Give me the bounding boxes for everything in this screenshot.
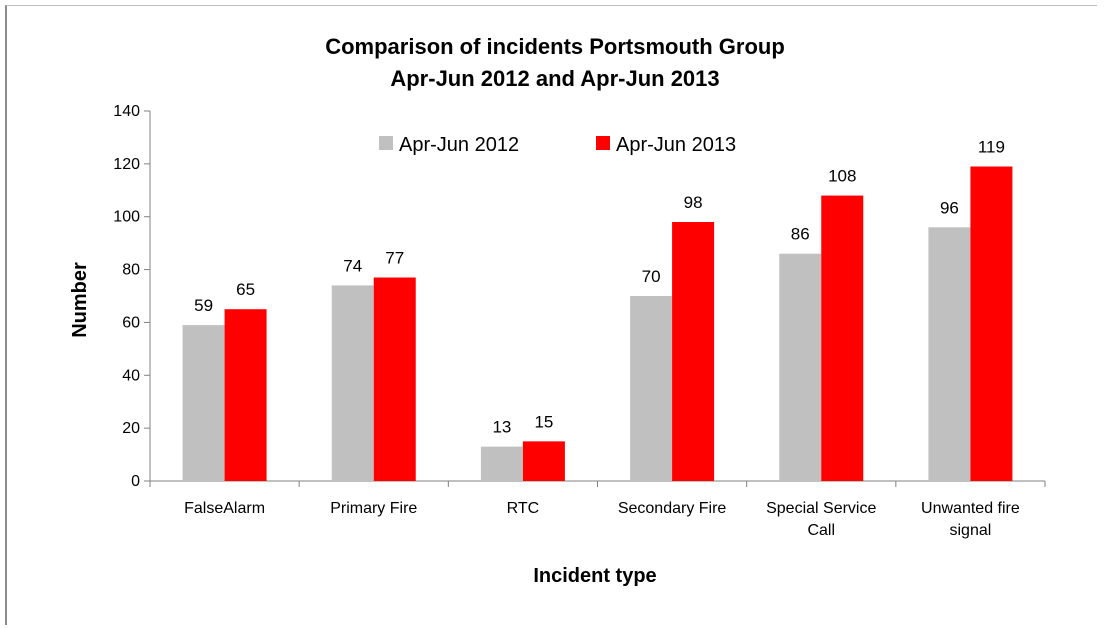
y-tick-label: 80 [122,262,140,279]
chart-frame [5,5,1097,625]
legend-label: Apr-Jun 2012 [399,134,519,156]
legend-swatch [596,136,610,150]
x-category-label: Call [807,522,835,539]
data-label: 13 [492,418,511,437]
y-tick-label: 40 [122,367,140,384]
data-label: 96 [940,198,959,217]
x-category-label: FalseAlarm [184,500,265,517]
y-tick-label: 100 [113,209,140,226]
bar-apr-jun-2013 [522,441,565,481]
data-label: 15 [534,412,553,431]
data-label: 98 [684,193,703,212]
data-label: 70 [642,267,661,286]
x-category-label: signal [950,522,992,539]
bar-apr-jun-2013 [224,309,267,481]
chart-title-line-2: Apr-Jun 2012 and Apr-Jun 2013 [390,66,719,91]
bar-apr-jun-2013 [821,195,864,482]
data-label: 59 [194,296,213,315]
bar-apr-jun-2012 [331,285,374,481]
y-tick-label: 20 [122,420,140,437]
x-category-label: Primary Fire [330,500,417,517]
bar-apr-jun-2013 [672,222,715,481]
x-axis-label: Incident type [533,565,656,587]
bar-apr-jun-2012 [480,446,523,481]
bars: 59 74 13 70 86 96 65 77 15 98 108 119 [182,138,1013,482]
x-category-label: Special Service [766,500,876,517]
y-tick-label: 60 [122,314,140,331]
y-tick-label: 140 [113,103,140,120]
bar-apr-jun-2013 [373,277,416,481]
x-category-label: Unwanted fire [921,500,1020,517]
bar-apr-jun-2012 [182,325,225,481]
y-tick-label: 120 [113,156,140,173]
legend: Apr-Jun 2012 Apr-Jun 2013 [379,134,736,156]
y-tick-label: 0 [131,473,140,490]
x-category-label: Secondary Fire [618,500,727,517]
bar-apr-jun-2013 [970,166,1013,481]
y-axis-label: Number [69,262,91,338]
data-label: 119 [978,138,1005,157]
bar-apr-jun-2012 [630,296,673,481]
data-label: 77 [385,249,404,268]
data-label: 74 [343,256,362,275]
axes: 0 20 40 60 80 100 120 140 FalseAlarm Primary Fire… [113,103,1046,539]
legend-label: Apr-Jun 2013 [616,134,736,156]
data-label: 108 [828,167,856,186]
data-label: 86 [791,225,810,244]
x-category-label: RTC [507,500,540,517]
data-label: 65 [236,280,255,299]
chart-title-line-1: Comparison of incidents Portsmouth Group [325,34,785,59]
bar-apr-jun-2012 [779,253,822,481]
legend-swatch [379,136,393,150]
bar-apr-jun-2012 [928,227,971,481]
